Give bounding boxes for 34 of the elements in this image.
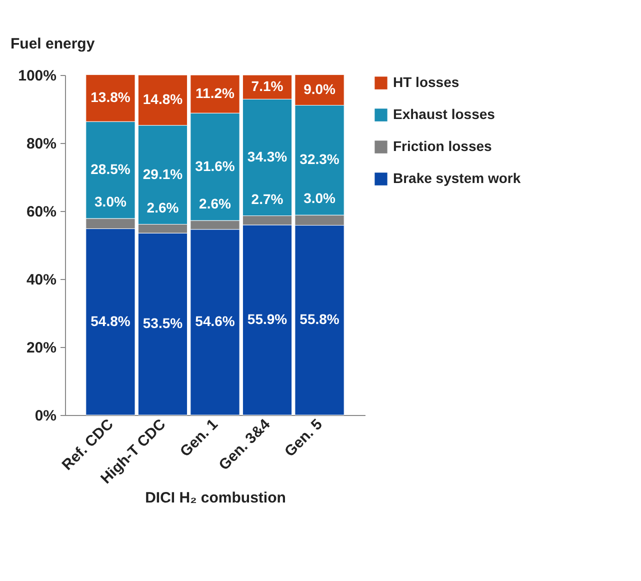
data-label: 28.5% [90,161,131,178]
x-tick-label: Gen. 5 [281,416,326,460]
data-label: 14.8% [142,91,184,108]
legend-label: Exhaust losses [393,106,496,122]
data-label: 54.8% [90,312,131,329]
legend-label: Brake system work [393,170,521,186]
data-label: 2.6% [146,199,180,216]
data-label: 7.1% [251,78,284,94]
data-label: 29.1% [142,166,184,182]
data-label: 9.0% [304,80,336,97]
legend-label: Friction losses [393,138,492,154]
data-label: 2.6% [199,196,232,212]
y-tick-label: 0% [34,408,56,424]
data-label: 32.3% [300,151,340,168]
y-tick-label: 20% [26,340,56,356]
data-label: 55.9% [247,310,288,327]
data-label: 2.7% [251,190,284,207]
y-tick-label: 80% [26,136,56,152]
data-label: 55.8% [300,311,340,328]
y-axis-title: Fuel energy [10,36,96,52]
data-label: 3.0% [94,193,127,210]
y-tick-label: 40% [26,272,56,288]
data-label: 31.6% [195,158,236,174]
y-tick-label: 100% [18,68,56,84]
data-label: 13.8% [90,89,131,106]
data-label: 11.2% [196,85,236,102]
data-label: 3.0% [304,190,336,206]
x-axis-title: DICI H₂ combustion [145,490,286,507]
data-label: 53.5% [142,315,184,332]
y-tick-label: 60% [26,204,56,220]
x-tick-label: Gen. 1 [176,416,222,460]
legend-label: HT losses [393,74,460,90]
data-label: 54.6% [195,313,236,330]
data-label: 34.3% [247,148,288,164]
